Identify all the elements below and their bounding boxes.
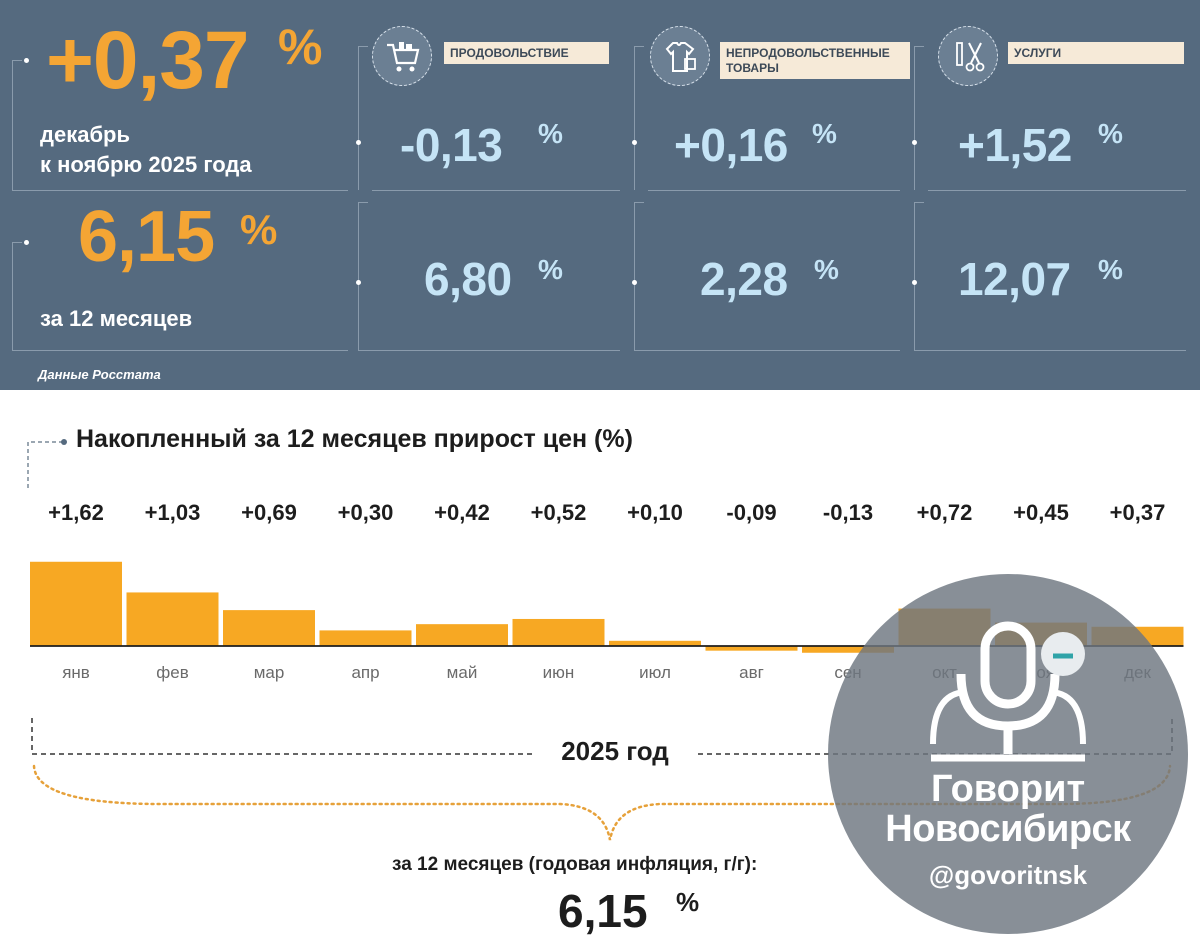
food-monthly-value: -0,13 <box>400 119 503 171</box>
bar-фев <box>126 592 219 646</box>
nonfood-annual-unit: % <box>814 254 839 285</box>
bar-апр <box>319 630 412 646</box>
value-label-июн: +0,52 <box>531 500 587 525</box>
monthly-unit: % <box>278 19 323 75</box>
category-label-nonfood-line1: НЕПРОДОВОЛЬСТВЕННЫЕ <box>726 46 890 60</box>
divider <box>648 190 900 191</box>
bar-сен <box>802 646 894 653</box>
divider <box>634 350 900 351</box>
value-label-янв: +1,62 <box>48 500 104 525</box>
annual-inflation-value: 6,15 <box>558 885 648 937</box>
category-label-food: ПРОДОВОЛЬСТВИЕ <box>444 42 609 64</box>
bullet-dot <box>632 280 637 285</box>
category-label-янв: янв <box>62 663 90 682</box>
divider <box>914 350 1186 351</box>
divider <box>12 350 348 351</box>
shopping-cart-icon <box>372 26 432 86</box>
bar-авг <box>705 646 798 651</box>
nonfood-annual-value: 2,28 <box>700 253 788 305</box>
bracket <box>358 202 368 350</box>
category-label-июл: июл <box>639 663 671 682</box>
bracket-annual <box>12 242 22 350</box>
year-label: 2025 год <box>536 736 694 767</box>
services-monthly-value: +1,52 <box>958 119 1072 171</box>
bullet-dot <box>632 140 637 145</box>
category-label-services: УСЛУГИ <box>1008 42 1184 64</box>
value-label-июл: +0,10 <box>627 500 683 525</box>
title-bracket <box>27 439 67 488</box>
clothing-icon <box>650 26 710 86</box>
divider <box>928 190 1186 191</box>
watermark-handle: @govoritnsk <box>928 860 1088 890</box>
services-annual-value: 12,07 <box>958 253 1071 305</box>
bracket-monthly <box>12 60 22 190</box>
value-label-авг: -0,09 <box>726 500 776 525</box>
source-note: Данные Росстата <box>38 367 161 382</box>
divider <box>372 190 620 191</box>
bracket <box>634 202 644 350</box>
monthly-caption-line2: к ноябрю 2025 года <box>40 152 252 177</box>
value-label-мар: +0,69 <box>241 500 297 525</box>
bar-июл <box>609 640 701 646</box>
monthly-caption-line1: декабрь <box>40 122 130 147</box>
bar-мар <box>223 610 315 646</box>
bracket <box>914 46 924 190</box>
chart-title: Накопленный за 12 месяцев прирост цен (%… <box>76 425 633 453</box>
bracket <box>914 202 924 350</box>
watermark-logo: Говорит Новосибирск @govoritnsk <box>828 574 1188 934</box>
bullet-dot <box>912 140 917 145</box>
nonfood-monthly-unit: % <box>812 118 837 149</box>
bullet-dot <box>912 280 917 285</box>
category-label-авг: авг <box>739 663 764 682</box>
bullet-dot <box>356 280 361 285</box>
bracket <box>358 46 368 190</box>
value-label-апр: +0,30 <box>338 500 394 525</box>
annual-inflation-unit: % <box>676 887 700 917</box>
bar-май <box>416 624 508 646</box>
value-label-фев: +1,03 <box>145 500 201 525</box>
watermark-line1: Говорит <box>930 768 1086 810</box>
microphone-icon <box>930 621 1086 762</box>
bullet-dot <box>356 140 361 145</box>
services-monthly-unit: % <box>1098 118 1123 149</box>
category-label-nonfood-line2: ТОВАРЫ <box>726 61 779 75</box>
category-label-фев: фев <box>156 663 188 682</box>
annual-caption: за 12 месяцев <box>40 306 193 331</box>
services-annual-unit: % <box>1098 254 1123 285</box>
annual-value: 6,15 <box>78 197 215 277</box>
annual-unit: % <box>240 206 278 253</box>
divider <box>358 350 620 351</box>
food-monthly-unit: % <box>538 118 563 149</box>
category-label-май: май <box>447 663 478 682</box>
value-label-сен: -0,13 <box>823 500 873 525</box>
category-label-июн: июн <box>543 663 575 682</box>
divider <box>12 190 348 191</box>
category-label-апр: апр <box>351 663 379 682</box>
bullet-dot <box>24 240 29 245</box>
category-label-мар: мар <box>254 663 285 682</box>
value-label-окт: +0,72 <box>917 500 973 525</box>
annual-inflation-caption: за 12 месяцев (годовая инфляция, г/г): <box>392 854 758 875</box>
bar-янв <box>30 561 122 646</box>
bullet-dot <box>24 58 29 63</box>
top-panel: +0,37 % декабрь к ноябрю 2025 года 6,15 … <box>0 0 1200 390</box>
value-label-дек: +0,37 <box>1110 500 1166 525</box>
watermark-line2: Новосибирск <box>885 808 1131 850</box>
value-label-май: +0,42 <box>434 500 490 525</box>
value-label-ноя: +0,45 <box>1013 500 1069 525</box>
monthly-value: +0,37 <box>46 15 249 106</box>
nonfood-monthly-value: +0,16 <box>674 119 788 171</box>
bar-июн <box>512 618 605 646</box>
bracket <box>634 46 644 190</box>
category-label-nonfood: НЕПРОДОВОЛЬСТВЕННЫЕ ТОВАРЫ <box>720 42 910 79</box>
food-annual-unit: % <box>538 254 563 285</box>
scissors-icon <box>938 26 998 86</box>
food-annual-value: 6,80 <box>424 253 512 305</box>
